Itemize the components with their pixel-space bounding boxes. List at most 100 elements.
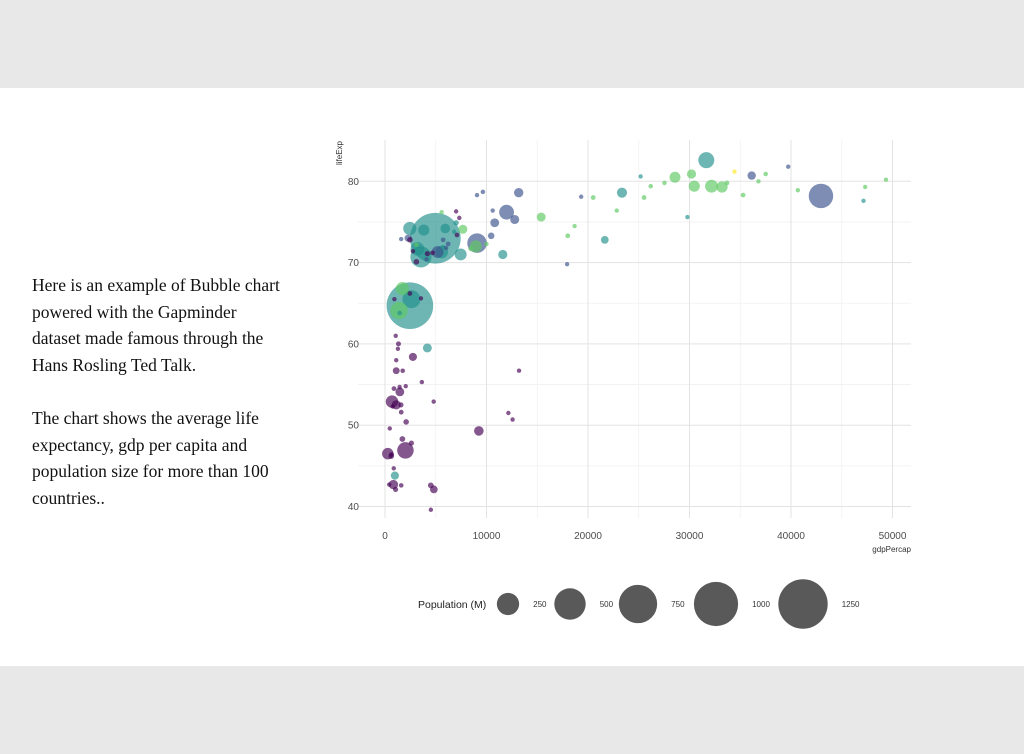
bubble-point bbox=[453, 209, 459, 214]
y-axis-title: lifeExp bbox=[335, 140, 344, 165]
bubble-point bbox=[572, 223, 577, 229]
bubble-point bbox=[474, 192, 480, 198]
description-paragraph-1: Here is an example of Bubble chart power… bbox=[32, 275, 280, 376]
bubble-point bbox=[451, 229, 457, 234]
bubble-point bbox=[398, 409, 404, 415]
description-paragraph-2: The chart shows the average life expecta… bbox=[32, 407, 269, 508]
bubble-point bbox=[454, 232, 460, 238]
y-tick-label: 60 bbox=[348, 339, 360, 350]
bubble-point bbox=[400, 368, 406, 374]
bubble-point bbox=[564, 262, 570, 267]
bubble-point bbox=[510, 417, 515, 422]
bubble-point bbox=[403, 419, 409, 425]
bubble-point bbox=[394, 357, 399, 363]
bubble-point bbox=[590, 195, 596, 200]
bubble-point bbox=[430, 250, 435, 256]
bubble-point bbox=[641, 195, 647, 200]
bubble-point bbox=[514, 187, 524, 198]
bubble-point bbox=[786, 164, 791, 169]
x-tick-label: 0 bbox=[382, 531, 388, 542]
bubble-point bbox=[418, 296, 424, 301]
legend-label: 750 bbox=[671, 600, 685, 609]
bubble-point bbox=[445, 241, 451, 247]
bubble-point bbox=[427, 482, 434, 489]
bubble-point bbox=[403, 383, 408, 389]
bubble-point bbox=[705, 179, 719, 193]
bubble-point bbox=[413, 258, 420, 265]
bubble-point bbox=[408, 440, 415, 446]
bubble-point bbox=[808, 183, 834, 209]
bubble-point bbox=[883, 177, 889, 182]
bubble-point bbox=[422, 343, 432, 353]
x-tick-label: 30000 bbox=[676, 531, 704, 542]
bubble-point bbox=[685, 214, 690, 220]
bubble-point bbox=[387, 426, 392, 431]
bubble-point bbox=[600, 235, 609, 244]
bubble-point bbox=[392, 296, 397, 302]
legend-bubble bbox=[693, 581, 739, 627]
slide: Here is an example of Bubble chart power… bbox=[0, 88, 1024, 666]
x-tick-label: 50000 bbox=[879, 531, 907, 542]
legend-bubble bbox=[554, 588, 586, 620]
bubble-point bbox=[407, 237, 413, 243]
bubble-point bbox=[480, 189, 486, 195]
bubble-point bbox=[862, 184, 868, 190]
bubble-point bbox=[398, 483, 404, 488]
bubble-point bbox=[403, 221, 417, 236]
bubble-point bbox=[688, 180, 700, 192]
legend-label: 1250 bbox=[842, 600, 860, 609]
bubble-point bbox=[390, 301, 408, 320]
x-tick-label: 40000 bbox=[777, 531, 805, 542]
y-tick-label: 80 bbox=[348, 177, 360, 188]
legend-bubble bbox=[496, 592, 520, 616]
bubble-point bbox=[399, 436, 406, 442]
bubble-point bbox=[387, 482, 392, 487]
chart-bubbles bbox=[382, 152, 889, 512]
bubble-point bbox=[638, 174, 643, 179]
bubble-point bbox=[648, 183, 654, 189]
bubble-point bbox=[391, 386, 397, 392]
bubble-point bbox=[616, 187, 628, 198]
bubble-point bbox=[389, 452, 394, 457]
bubble-point bbox=[458, 224, 468, 234]
bubble-point bbox=[498, 249, 508, 260]
bubble-point bbox=[419, 379, 425, 385]
bubble-point bbox=[565, 233, 571, 239]
legend-label: 250 bbox=[533, 600, 547, 609]
y-axis-ticks: 40 50 60 70 80 bbox=[348, 177, 360, 513]
bubble-point bbox=[393, 333, 398, 338]
bubble-point bbox=[395, 387, 405, 397]
bubble-point bbox=[669, 171, 681, 183]
bubble-point bbox=[468, 246, 474, 252]
bubble-point bbox=[487, 232, 495, 240]
bubble-point bbox=[454, 248, 467, 261]
bubble-point bbox=[516, 368, 522, 373]
bubble-point bbox=[410, 249, 416, 254]
bubble-point bbox=[795, 188, 801, 193]
bubble-point bbox=[698, 152, 715, 169]
bubble-point bbox=[431, 399, 436, 404]
bubble-point bbox=[398, 402, 404, 408]
x-tick-label: 20000 bbox=[574, 531, 602, 542]
bubble-point bbox=[428, 507, 434, 512]
bubble-point bbox=[397, 310, 402, 316]
legend-bubble bbox=[618, 584, 658, 624]
bubble-point bbox=[398, 236, 404, 242]
description-text: Here is an example of Bubble chart power… bbox=[32, 272, 282, 538]
bubble-point bbox=[740, 192, 746, 198]
bubble-point bbox=[414, 242, 419, 247]
bubble-point bbox=[484, 241, 489, 247]
bubble-point bbox=[395, 282, 409, 296]
bubble-point bbox=[397, 384, 402, 390]
bubble-point bbox=[439, 209, 444, 215]
bubble-point bbox=[861, 198, 866, 204]
bubble-point bbox=[408, 352, 417, 361]
bubble-point bbox=[424, 257, 429, 262]
bubble-point bbox=[418, 224, 430, 236]
y-tick-label: 40 bbox=[348, 502, 360, 513]
bubble-point bbox=[474, 426, 484, 436]
y-tick-label: 50 bbox=[348, 421, 360, 432]
bubble-point bbox=[407, 291, 413, 296]
bubble-point bbox=[756, 179, 761, 184]
